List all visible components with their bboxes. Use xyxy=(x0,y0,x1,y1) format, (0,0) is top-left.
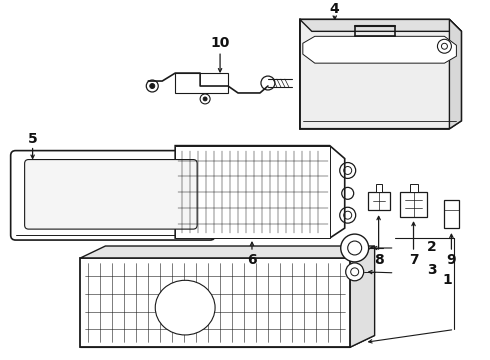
Polygon shape xyxy=(399,192,427,217)
Text: 3: 3 xyxy=(427,263,436,277)
Text: 7: 7 xyxy=(409,253,418,267)
Circle shape xyxy=(346,263,364,281)
Text: 9: 9 xyxy=(446,253,456,267)
Polygon shape xyxy=(410,184,417,192)
Text: 8: 8 xyxy=(374,253,384,267)
Ellipse shape xyxy=(155,280,215,335)
Polygon shape xyxy=(300,19,462,129)
Text: 6: 6 xyxy=(247,253,257,267)
Circle shape xyxy=(203,97,207,101)
Text: 10: 10 xyxy=(210,36,230,50)
Circle shape xyxy=(150,84,155,89)
Text: 1: 1 xyxy=(442,273,452,287)
Polygon shape xyxy=(175,146,330,238)
Text: 5: 5 xyxy=(28,132,37,146)
Polygon shape xyxy=(449,19,462,129)
Polygon shape xyxy=(300,19,462,31)
Polygon shape xyxy=(444,200,460,228)
Polygon shape xyxy=(376,184,382,192)
Polygon shape xyxy=(175,146,345,238)
Circle shape xyxy=(438,39,451,53)
Polygon shape xyxy=(80,246,375,258)
Polygon shape xyxy=(368,192,390,210)
Text: 2: 2 xyxy=(427,240,436,254)
Polygon shape xyxy=(350,246,375,347)
FancyBboxPatch shape xyxy=(11,150,215,240)
Polygon shape xyxy=(303,36,456,63)
Polygon shape xyxy=(80,336,375,347)
Text: 4: 4 xyxy=(330,3,340,17)
FancyBboxPatch shape xyxy=(24,159,197,229)
Circle shape xyxy=(341,234,368,262)
Polygon shape xyxy=(80,258,350,347)
